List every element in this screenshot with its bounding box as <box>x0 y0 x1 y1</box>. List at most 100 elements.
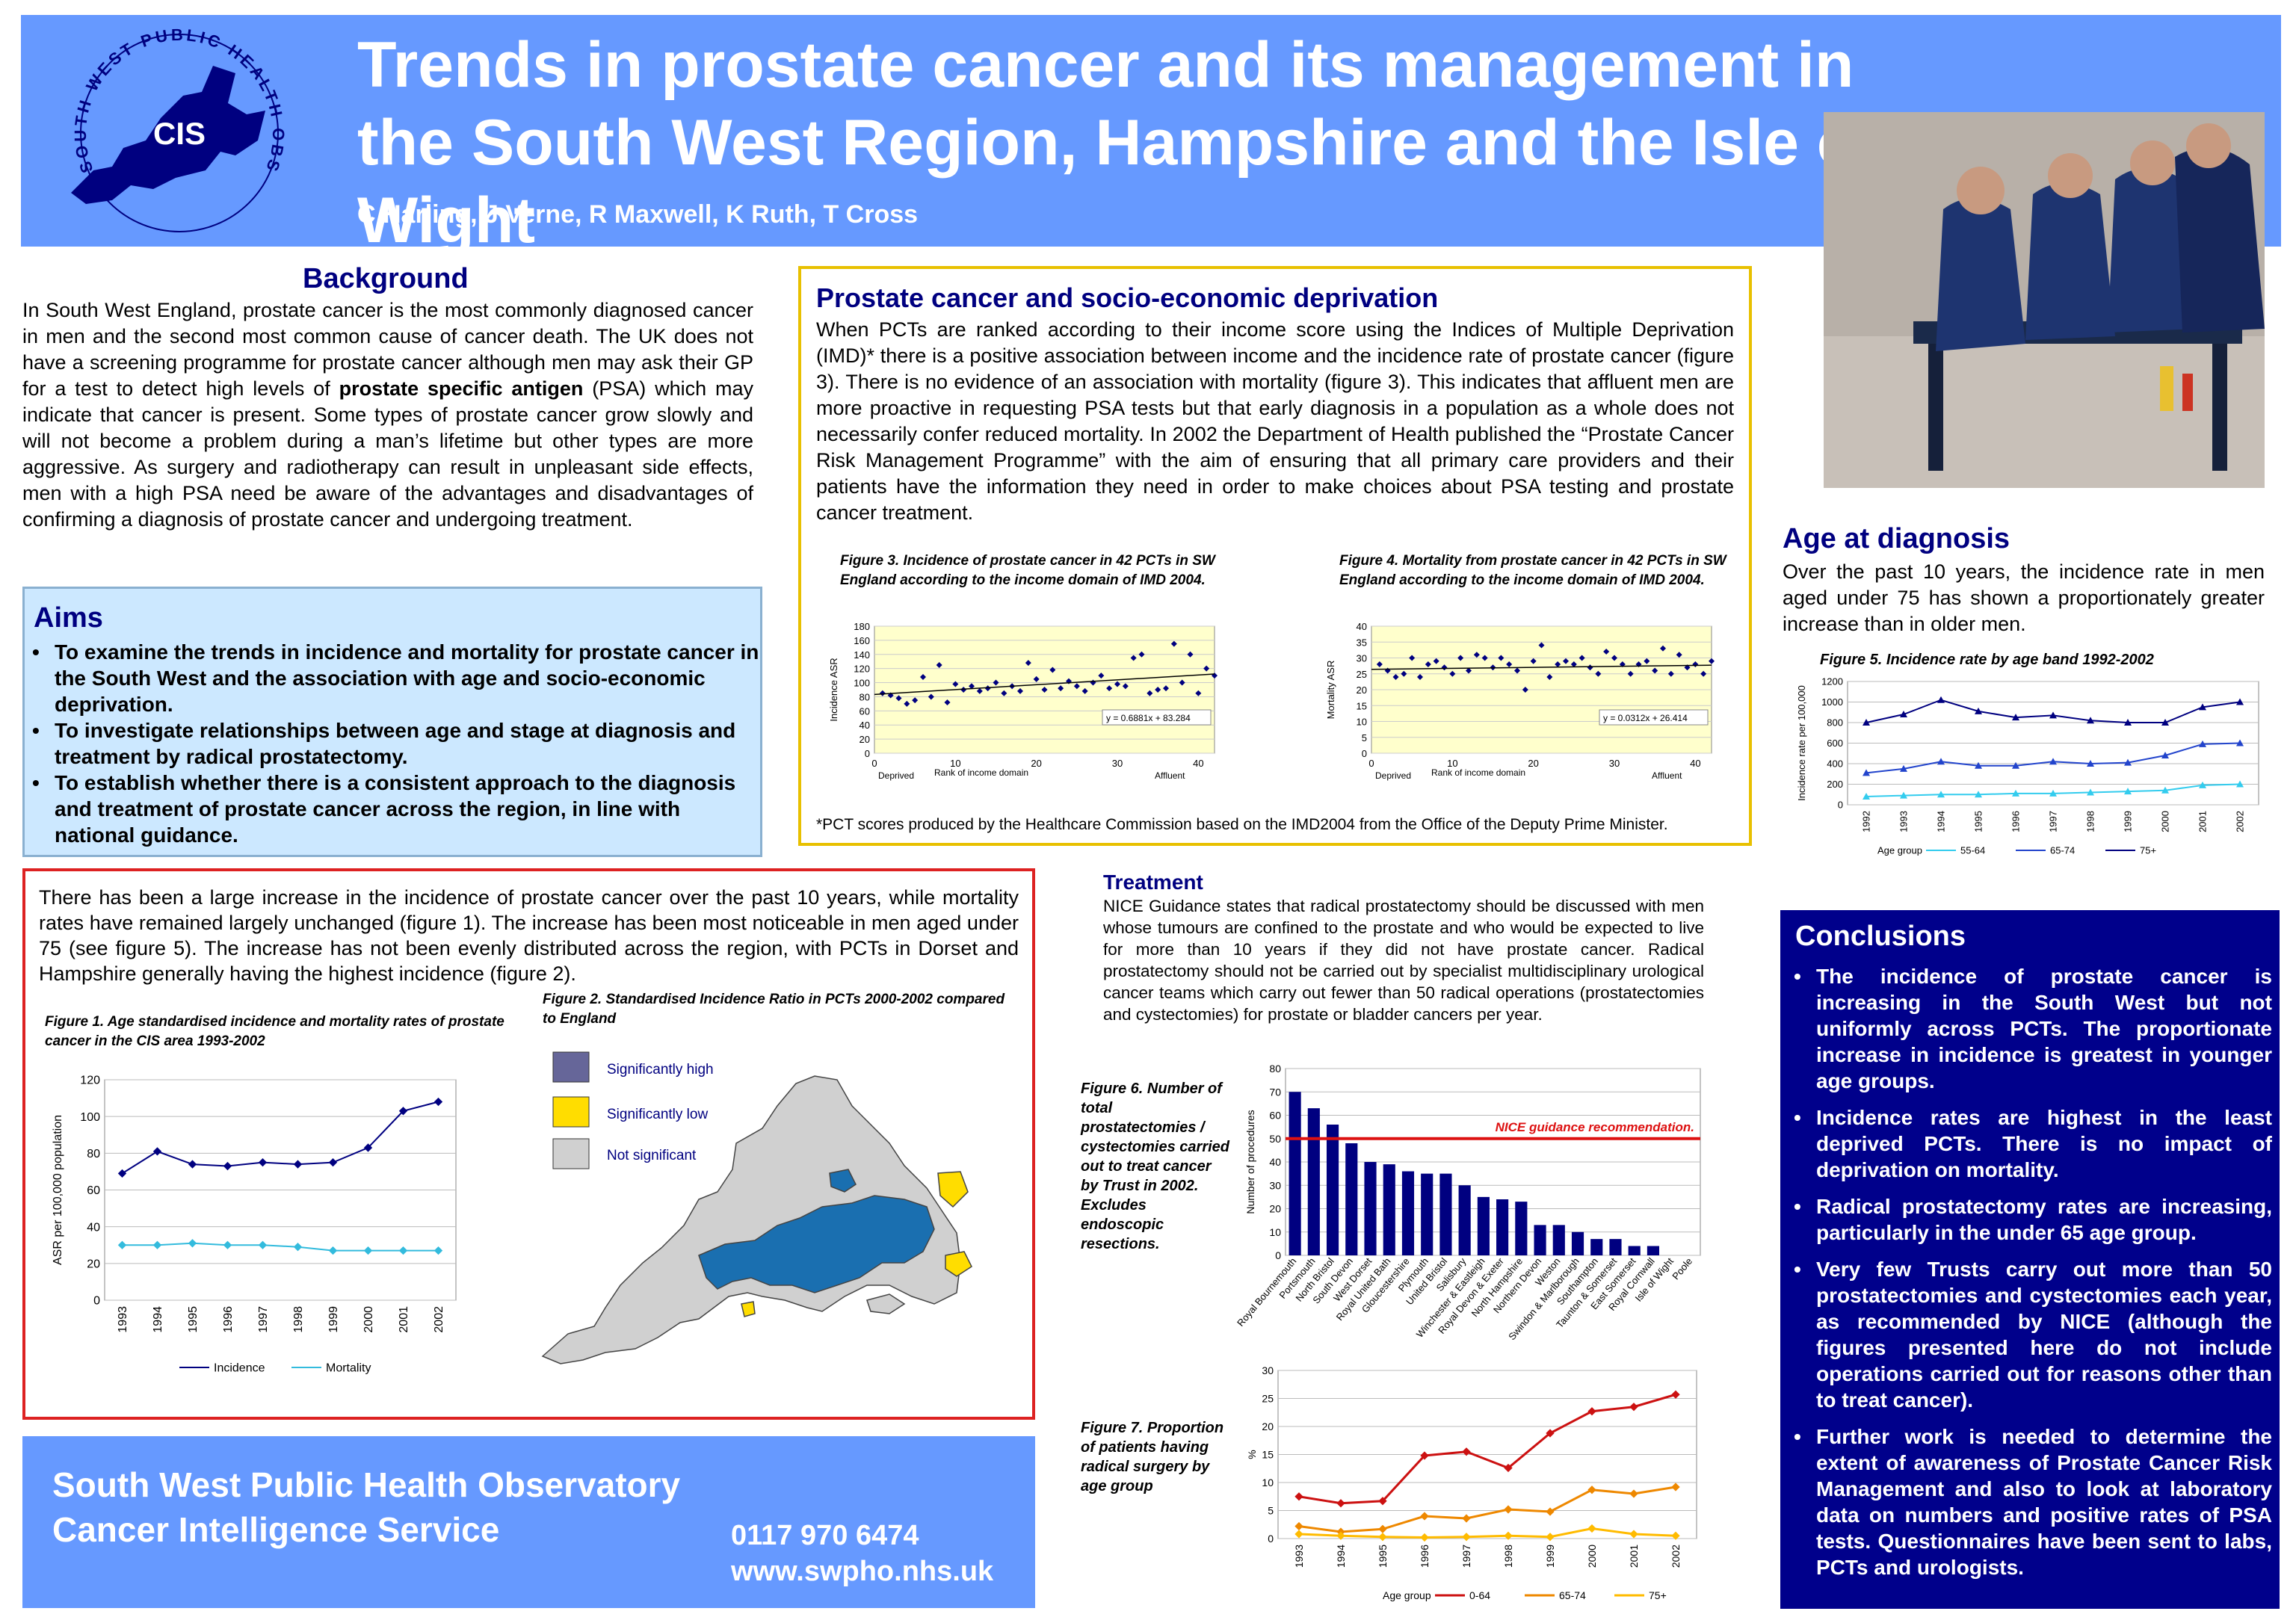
y-axis-label: Number of procedures <box>1244 1110 1256 1214</box>
x-tick-label: 2002 <box>433 1306 445 1333</box>
y-tick-label: 0 <box>1838 800 1843 811</box>
data-point <box>1473 652 1480 658</box>
x-tick-label: 1993 <box>117 1306 129 1333</box>
y-tick-label: 10 <box>1357 717 1367 728</box>
data-point <box>2087 717 2094 724</box>
fig5-chart: 0 200 400 600 800 1000 1200 1992 1993 1994 1995 199… <box>1796 676 2259 856</box>
data-point <box>1937 791 1945 798</box>
x-tick-label: 2000 <box>1586 1545 1598 1568</box>
data-point <box>920 674 926 680</box>
x-tick-label: 1997 <box>2048 811 2059 832</box>
x-tick-label: 1995 <box>1377 1545 1389 1568</box>
legend-label: 55-64 <box>1960 845 1985 856</box>
legend-label: 75+ <box>1649 1589 1667 1601</box>
data-point <box>1392 674 1399 680</box>
data-point <box>1212 673 1218 679</box>
data-point <box>1570 661 1577 667</box>
y-tick-label: 40 <box>860 720 870 731</box>
data-point <box>1652 667 1658 674</box>
series-line-65-74 <box>1298 1486 1676 1533</box>
data-point <box>1644 658 1650 664</box>
series-line-75+ <box>1298 1527 1676 1539</box>
bar <box>1571 1231 1584 1255</box>
footer-org1: South West Public Health Observatory <box>52 1465 681 1504</box>
data-point <box>1449 670 1456 677</box>
deprivation-footnote: *PCT scores produced by the Healthcare C… <box>816 816 1668 833</box>
x-tick-label: 1998 <box>2085 811 2096 832</box>
data-point <box>1975 761 1982 769</box>
x-tick-label: 1992 <box>1861 811 1872 832</box>
fig4-caption: Figure 4. Mortality from prostate cancer… <box>1339 553 1726 588</box>
data-point <box>2087 760 2094 767</box>
y-tick-label: 20 <box>860 734 870 745</box>
data-point <box>976 687 983 694</box>
y-tick-label: 800 <box>1827 717 1843 729</box>
authors: C Harling, J Verne, R Maxwell, K Ruth, T… <box>357 200 919 229</box>
legend-label: 75+ <box>2140 845 2156 856</box>
fig5-caption: Figure 5. Incidence rate by age band 199… <box>1820 652 2154 668</box>
data-point <box>1147 690 1153 696</box>
x-tick-label: 2000 <box>2160 811 2171 832</box>
data-point <box>328 1157 338 1167</box>
data-point <box>1629 1403 1638 1412</box>
data-point <box>1025 660 1031 667</box>
data-point <box>2199 781 2206 788</box>
data-point <box>1506 661 1513 667</box>
aim-item: To establish whether there is a consiste… <box>25 770 760 848</box>
x-tick-label: 1996 <box>1419 1545 1431 1568</box>
deprivation-box: Prostate cancer and socio-economic depri… <box>798 266 1752 846</box>
y-tick-label: 140 <box>854 649 870 661</box>
data-point <box>1546 674 1553 680</box>
y-tick-label: 20 <box>1357 684 1367 696</box>
y-tick-label: 400 <box>1827 758 1843 770</box>
conclusion-item: The incidence of prostate cancer is incr… <box>1789 963 2272 1094</box>
data-point <box>1498 655 1505 661</box>
data-point <box>1546 1429 1555 1438</box>
x-label-right: Affluent <box>1155 770 1185 781</box>
data-point <box>2124 788 2132 795</box>
data-point <box>1425 661 1431 667</box>
x-tick-label: 1998 <box>1502 1545 1514 1568</box>
x-tick-label: 40 <box>1193 758 1203 769</box>
fig6-caption: Figure 6. Number of total prostatectomie… <box>1081 1081 1230 1252</box>
data-point <box>152 1240 162 1249</box>
legend-label: 0-64 <box>1469 1589 1490 1601</box>
data-point <box>1587 1486 1596 1494</box>
data-point <box>1700 670 1707 677</box>
conclusions-heading: Conclusions <box>1795 921 1966 952</box>
data-point <box>2124 719 2132 726</box>
y-tick-label: 25 <box>1262 1392 1274 1404</box>
x-tick-label: 0 <box>871 758 877 769</box>
data-point <box>879 690 886 696</box>
x-tick-label: 1996 <box>222 1306 235 1333</box>
bar <box>1421 1173 1434 1255</box>
fig7-chart: 0 5 10 15 20 25 30 1993 1994 1995 1996 1997 1998 1999… <box>1246 1364 1697 1601</box>
data-point <box>1709 658 1715 664</box>
data-point <box>1090 679 1096 686</box>
age-heading: Age at diagnosis <box>1783 523 2010 554</box>
x-label-left: Deprived <box>1375 770 1411 781</box>
data-point <box>1975 791 1982 798</box>
legend-label: Incidence <box>214 1362 265 1375</box>
data-point <box>1378 1497 1387 1506</box>
data-point <box>223 1240 232 1249</box>
bar <box>1383 1164 1395 1255</box>
data-point <box>1462 1514 1471 1523</box>
footer-web[interactable]: www.swpho.nhs.uk <box>731 1556 994 1587</box>
conclusions-list: The incidence of prostate cancer is incr… <box>1789 963 2272 1580</box>
y-tick-label: 20 <box>87 1258 100 1270</box>
x-tick-label: 1994 <box>1936 811 1947 832</box>
data-point <box>117 1240 127 1249</box>
fig1-caption: Figure 1. Age standardised incidence and… <box>45 1014 504 1049</box>
x-tick-label: 2002 <box>1670 1545 1682 1568</box>
y-tick-label: 0 <box>1275 1249 1281 1261</box>
fig3-caption: Figure 3. Incidence of prostate cancer i… <box>840 553 1215 588</box>
swpho-logo: SOUTH WEST PUBLIC HEALTH OBSERVATORY CIS <box>41 21 285 232</box>
conclusion-item: Further work is needed to determine the … <box>1789 1423 2272 1580</box>
data-point <box>1378 1533 1387 1542</box>
data-point <box>1420 1451 1429 1460</box>
y-tick-label: 0 <box>93 1295 100 1308</box>
data-point <box>1195 690 1202 696</box>
data-point <box>2161 752 2169 758</box>
y-tick-label: 0 <box>1362 748 1367 759</box>
